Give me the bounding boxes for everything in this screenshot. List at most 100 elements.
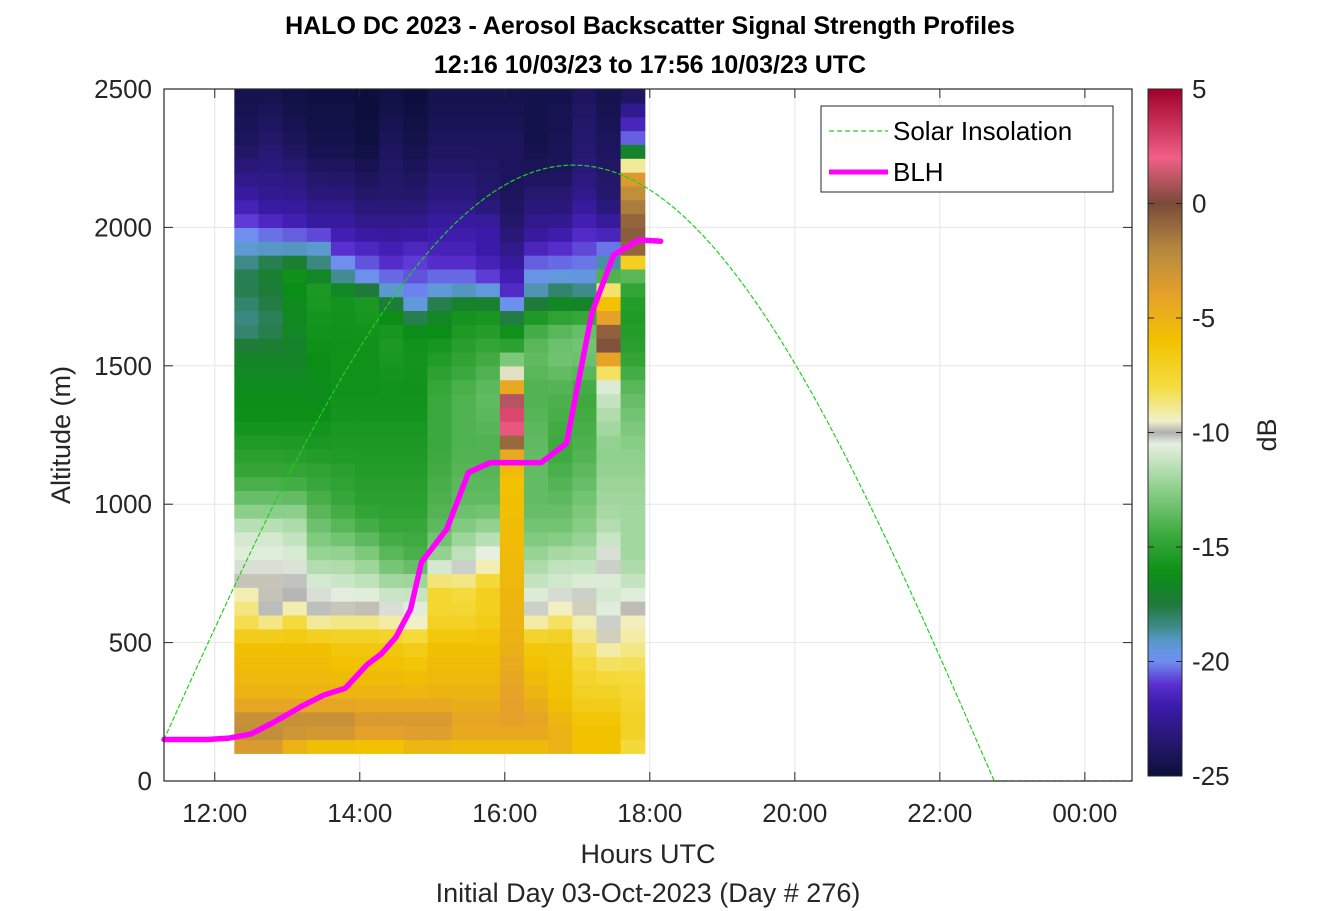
heatmap-cell <box>596 545 622 561</box>
heatmap-cell <box>355 421 380 436</box>
heatmap-cell <box>475 601 501 616</box>
heatmap-cell <box>403 518 429 533</box>
legend-label-blh: BLH <box>893 157 944 187</box>
heatmap-cell <box>379 213 404 228</box>
heatmap-cell <box>306 504 332 519</box>
heatmap-cell <box>282 338 308 353</box>
heatmap-cell <box>330 351 356 367</box>
heatmap-cell <box>282 435 308 450</box>
heatmap-cell <box>282 739 308 754</box>
heatmap-cell <box>451 310 477 325</box>
heatmap-cell <box>403 102 429 118</box>
heatmap-cell <box>596 711 622 727</box>
heatmap-cell <box>258 172 284 187</box>
heatmap-cell <box>282 102 308 118</box>
heatmap-cell <box>379 476 404 491</box>
heatmap-cell <box>234 628 260 644</box>
heatmap-cell <box>548 601 573 616</box>
heatmap-cell <box>499 185 525 201</box>
heatmap-cell <box>572 241 598 256</box>
heatmap-cell <box>524 435 549 450</box>
heatmap-cell <box>355 102 380 118</box>
heatmap-cell <box>282 490 308 505</box>
heatmap-cell <box>427 642 453 658</box>
heatmap-cell <box>379 587 404 602</box>
heatmap-cell <box>234 670 260 685</box>
heatmap-cell <box>258 573 284 588</box>
heatmap-cell <box>355 462 380 478</box>
heatmap-cell <box>475 365 501 381</box>
heatmap-cell <box>355 310 380 325</box>
heatmap-cell <box>306 130 332 145</box>
heatmap-cell <box>379 351 404 367</box>
heatmap-cell <box>234 89 260 104</box>
heatmap-cell <box>306 172 332 187</box>
heatmap-cell <box>234 130 260 145</box>
x-axis-label: Hours UTC <box>580 839 715 869</box>
heatmap-cell <box>379 130 404 145</box>
heatmap-cell <box>620 462 646 478</box>
heatmap-cell <box>524 601 549 616</box>
heatmap-cell <box>306 324 332 339</box>
heatmap-cell <box>379 172 404 187</box>
heatmap-cell <box>234 158 260 173</box>
heatmap-cell <box>306 711 332 727</box>
x-tick-label: 14:00 <box>327 798 392 828</box>
heatmap-cell <box>620 158 646 173</box>
heatmap-cell <box>282 241 308 256</box>
x-tick-label: 20:00 <box>762 798 827 828</box>
heatmap-cell <box>572 504 598 519</box>
heatmap-cell <box>258 739 284 754</box>
heatmap-cell <box>379 462 404 478</box>
colorbar-tick-label: -10 <box>1192 418 1230 448</box>
colorbar: 5 0 -5 -10 -15 -20 -25 dB <box>1147 74 1282 791</box>
heatmap-cell <box>306 282 332 298</box>
heatmap-cell <box>330 642 356 658</box>
heatmap-cell <box>282 573 308 588</box>
heatmap-cell <box>451 393 477 408</box>
heatmap-cell <box>379 324 404 339</box>
heatmap-cell <box>234 282 260 298</box>
heatmap-cell <box>524 324 549 339</box>
heatmap-cell <box>427 172 453 187</box>
heatmap-cell <box>282 144 308 159</box>
heatmap-cell <box>451 102 477 118</box>
heatmap-cell <box>427 227 453 242</box>
heatmap-cell <box>403 435 429 450</box>
heatmap-cell <box>475 504 501 519</box>
heatmap-cell <box>572 296 598 312</box>
heatmap-cell <box>548 614 573 630</box>
heatmap-cell <box>475 282 501 298</box>
heatmap-cell <box>620 89 646 104</box>
heatmap-cell <box>548 697 573 713</box>
heatmap-cell <box>379 199 404 215</box>
heatmap-cell <box>475 89 501 104</box>
heatmap-cell <box>548 545 573 561</box>
heatmap-cell <box>379 739 404 754</box>
heatmap-cell <box>330 213 356 228</box>
heatmap-cell <box>499 628 525 644</box>
heatmap-cell <box>548 351 573 367</box>
heatmap-cell <box>427 476 453 491</box>
heatmap-cell <box>620 601 646 616</box>
heatmap-cell <box>306 670 332 685</box>
heatmap-cell <box>524 199 549 215</box>
heatmap-cell <box>499 711 525 727</box>
heatmap-cell <box>499 531 525 547</box>
heatmap-cell <box>596 102 622 118</box>
heatmap-cell <box>427 365 453 381</box>
heatmap-cell <box>379 185 404 201</box>
heatmap-cell <box>330 559 356 574</box>
y-tick-label: 2000 <box>94 212 152 242</box>
heatmap-cell <box>596 628 622 644</box>
heatmap-cell <box>282 324 308 339</box>
heatmap-cell <box>596 213 622 228</box>
heatmap-cell <box>524 490 549 505</box>
heatmap-cell <box>355 144 380 159</box>
heatmap-cell <box>451 241 477 256</box>
heatmap-cell <box>475 172 501 187</box>
y-tick-label: 1500 <box>94 351 152 381</box>
heatmap-cell <box>451 365 477 381</box>
heatmap-cell <box>524 670 549 685</box>
heatmap-cell <box>355 697 380 713</box>
